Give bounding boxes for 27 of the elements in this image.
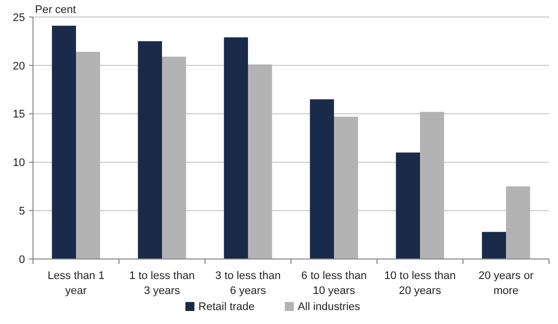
bar (162, 56, 186, 259)
y-tick-label: 25 (12, 12, 25, 24)
bar (506, 186, 530, 259)
bar (224, 37, 248, 259)
legend-label: Retail trade (198, 301, 255, 313)
bar (52, 26, 76, 259)
bar (396, 152, 420, 259)
x-tick-label: 10 to less than 20 years (384, 270, 456, 297)
y-tick-label: 20 (12, 60, 25, 72)
x-tick-label: 3 to less than 6 years (215, 270, 281, 297)
y-tick-label: 5 (18, 205, 25, 218)
y-tick-label: 15 (12, 108, 25, 121)
x-tick-label: 1 to less than 3 years (129, 270, 195, 297)
x-tick-label: Less than 1 year (48, 270, 104, 297)
y-axis-title: Per cent (35, 4, 76, 16)
x-tick-label: 20 years or more (478, 270, 534, 297)
legend-label: All industries (298, 301, 361, 313)
bar (334, 116, 358, 259)
x-tick-label: 6 to less than 10 years (301, 270, 367, 297)
bar (310, 99, 334, 259)
bar (138, 41, 162, 259)
bar (420, 112, 444, 259)
bar (76, 52, 100, 259)
y-tick-label: 10 (12, 157, 25, 170)
y-tick-label: 0 (18, 254, 25, 266)
bar (248, 64, 272, 259)
bar (482, 232, 506, 259)
